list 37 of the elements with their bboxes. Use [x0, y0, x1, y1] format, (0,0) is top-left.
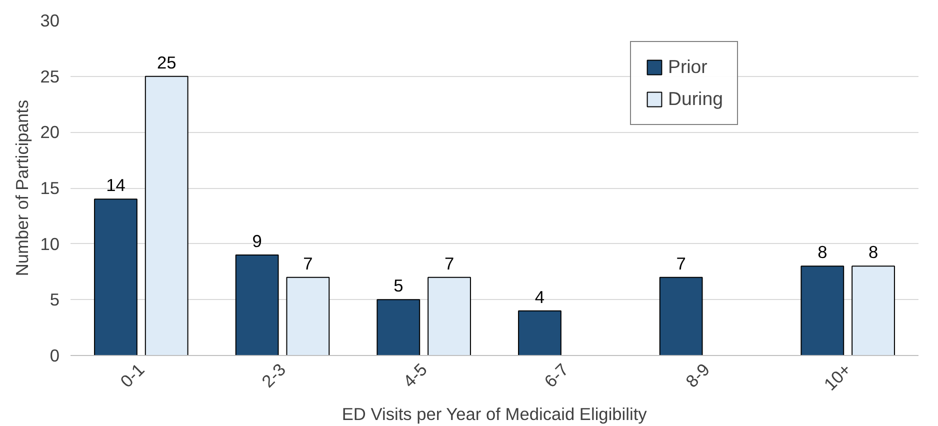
y-tick-label: 15: [40, 178, 60, 198]
y-tick-label: 5: [50, 290, 60, 310]
y-tick-label: 0: [50, 346, 60, 366]
bar: [428, 276, 471, 356]
legend-label: Prior: [668, 56, 708, 78]
y-tick-label: 30: [40, 10, 60, 30]
y-axis-title: Number of Participants: [12, 100, 32, 276]
data-label: 8: [818, 242, 828, 262]
data-label: 5: [394, 276, 404, 296]
bar: [852, 266, 895, 356]
bar: [235, 254, 279, 356]
bar: [94, 198, 138, 356]
x-tick-label: 6-7: [540, 359, 572, 392]
bar: [800, 266, 844, 356]
data-label: 4: [534, 286, 545, 307]
data-label: 25: [156, 52, 176, 72]
x-tick-label: 8-9: [682, 359, 714, 392]
legend-label: During: [668, 88, 723, 110]
data-label: 9: [252, 231, 262, 251]
bar: [144, 76, 188, 356]
y-tick-label: 10: [40, 234, 60, 254]
x-tick-label: 0-1: [116, 359, 148, 392]
x-tick-label: 4-5: [399, 359, 431, 392]
x-tick-label: 10+: [820, 359, 855, 394]
bar: [286, 276, 330, 356]
bar: [518, 310, 562, 356]
data-label: 8: [868, 242, 878, 262]
data-label: 7: [676, 253, 686, 274]
data-label: 7: [303, 253, 313, 274]
bar: [376, 299, 420, 356]
data-label: 14: [106, 175, 126, 196]
y-tick-label: 25: [40, 66, 60, 86]
y-tick-label: 20: [40, 122, 60, 142]
data-label: 7: [444, 253, 454, 274]
x-tick-label: 2-3: [258, 359, 290, 392]
bar: [659, 276, 703, 356]
x-axis-title: ED Visits per Year of Medicaid Eligibility: [342, 404, 648, 424]
